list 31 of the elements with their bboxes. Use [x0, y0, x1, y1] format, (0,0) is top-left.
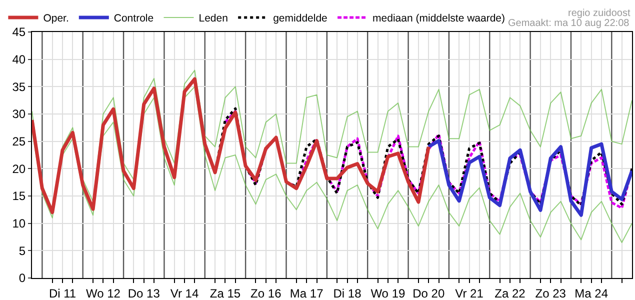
x-tick-label: Do 13 — [128, 286, 160, 300]
x-tick-label: Ma 24 — [574, 286, 608, 300]
y-tick-label: 30 — [12, 107, 26, 122]
legend-label: Controle — [114, 12, 154, 25]
y-tick-label: 20 — [12, 162, 26, 176]
y-tick-label: 15 — [12, 189, 26, 204]
legend-label: mediaan (middelste waarde) — [372, 12, 506, 25]
x-tick-label: Di 11 — [48, 286, 76, 300]
legend-label: Leden — [198, 12, 228, 25]
legend-label: Oper. — [43, 12, 69, 25]
x-tick-label: Za 15 — [210, 286, 241, 300]
x-tick-label: Wo 12 — [86, 286, 121, 300]
legend-label: gemiddelde — [273, 12, 328, 25]
x-tick-label: Za 22 — [494, 286, 526, 300]
x-tick-label: Ma 17 — [290, 286, 324, 300]
x-tick-label: Zo 23 — [535, 286, 566, 300]
y-tick-label: 40 — [12, 52, 26, 67]
y-tick-label: 45 — [12, 25, 26, 40]
x-tick-label: Do 20 — [412, 286, 445, 300]
x-tick-label: Wo 19 — [370, 286, 406, 300]
x-tick-label: Vr 21 — [455, 286, 484, 300]
x-tick-label: Zo 16 — [250, 286, 282, 300]
y-tick-label: 5 — [18, 244, 26, 258]
text: regio zuidoost — [568, 8, 630, 19]
y-tick-label: 0 — [18, 271, 26, 286]
x-tick-label: Vr 14 — [170, 286, 199, 300]
y-tick-label: 35 — [12, 80, 26, 94]
text: Gemaakt: ma 10 aug 22:08 — [508, 18, 630, 29]
y-tick-label: 25 — [12, 134, 26, 149]
x-tick-label: Di 18 — [333, 286, 362, 300]
y-tick-label: 10 — [12, 216, 26, 231]
